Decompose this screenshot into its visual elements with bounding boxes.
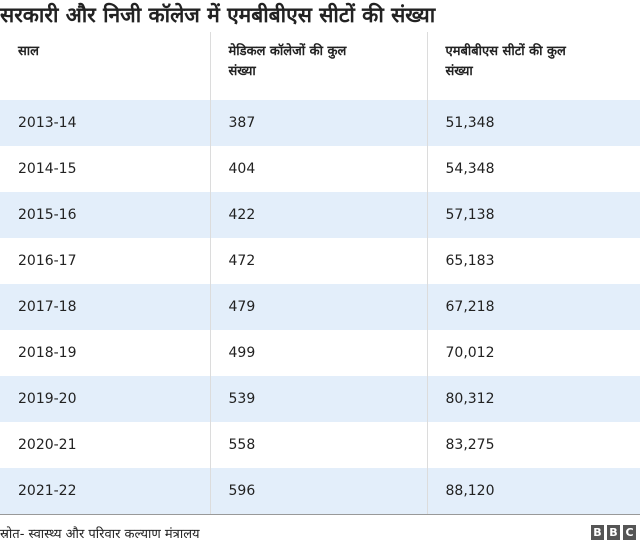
table-cell: 2014-15	[18, 161, 77, 177]
table-cell: 70,012	[426, 330, 640, 376]
table-row: 2020-21 558 83,275	[0, 422, 640, 468]
table-row: 2016-17 472 65,183	[0, 238, 640, 284]
source: स्रोत- स्वास्थ्य और परिवार कल्याण मंत्रा…	[0, 527, 200, 542]
table-cell: 2018-19	[18, 345, 77, 361]
table-row: 2015-16 422 57,138	[0, 192, 640, 238]
data-table: साल मेडिकल कॉलेजों की कुल संख्या एमबीबीएस …	[0, 32, 640, 514]
table-row: 2019-20 539 80,312	[0, 376, 640, 422]
column-header: मेडिकल कॉलेजों की कुल संख्या	[209, 32, 427, 100]
table-cell: 83,275	[426, 422, 640, 468]
table-cell: 2016-17	[18, 253, 77, 269]
table-cell: 596	[209, 468, 427, 514]
logo-letter: C	[623, 525, 636, 540]
table-row: 2013-14 387 51,348	[0, 100, 640, 146]
table-row: 2018-19 499 70,012	[0, 330, 640, 376]
footer: स्रोत- स्वास्थ्य और परिवार कल्याण मंत्रा…	[0, 514, 640, 551]
table-cell: 387	[209, 100, 427, 146]
table-cell: 558	[209, 422, 427, 468]
logo-letter: B	[591, 525, 604, 540]
table-cell: 80,312	[426, 376, 640, 422]
table-cell: 2017-18	[0, 284, 210, 330]
table-cell: 54,348	[426, 146, 640, 192]
table-cell: 422	[209, 192, 427, 238]
table-cell: 2021-22	[0, 468, 210, 514]
table-cell: 2013-14	[0, 100, 210, 146]
column-header: साल	[18, 44, 39, 59]
table-cell: 65,183	[426, 238, 640, 284]
table-cell: 57,138	[426, 192, 640, 238]
table-row: 2021-22 596 88,120	[0, 468, 640, 514]
table-cell: 539	[209, 376, 427, 422]
table-cell: 499	[209, 330, 427, 376]
table-row: 2014-15 404 54,348	[0, 146, 640, 192]
table-body: 2013-14 387 51,348 2014-15 404 54,348 2015-16 4…	[0, 100, 640, 514]
table-cell: 2020-21	[18, 437, 77, 453]
header-row: साल मेडिकल कॉलेजों की कुल संख्या एमबीबीएस …	[0, 32, 640, 100]
table-cell: 472	[209, 238, 427, 284]
table-cell: 88,120	[426, 468, 640, 514]
column-header: एमबीबीएस सीटों की कुल संख्या	[426, 32, 640, 100]
table-cell: 2015-16	[0, 192, 210, 238]
table-cell: 67,218	[426, 284, 640, 330]
table-row: 2017-18 479 67,218	[0, 284, 640, 330]
table-cell: 404	[209, 146, 427, 192]
table-cell: 479	[209, 284, 427, 330]
table-cell: 51,348	[426, 100, 640, 146]
title: सरकारी और निजी कॉलेज में एमबीबीएस सीटों …	[0, 3, 436, 27]
table-cell: 2019-20	[0, 376, 210, 422]
logo-letter: B	[607, 525, 620, 540]
